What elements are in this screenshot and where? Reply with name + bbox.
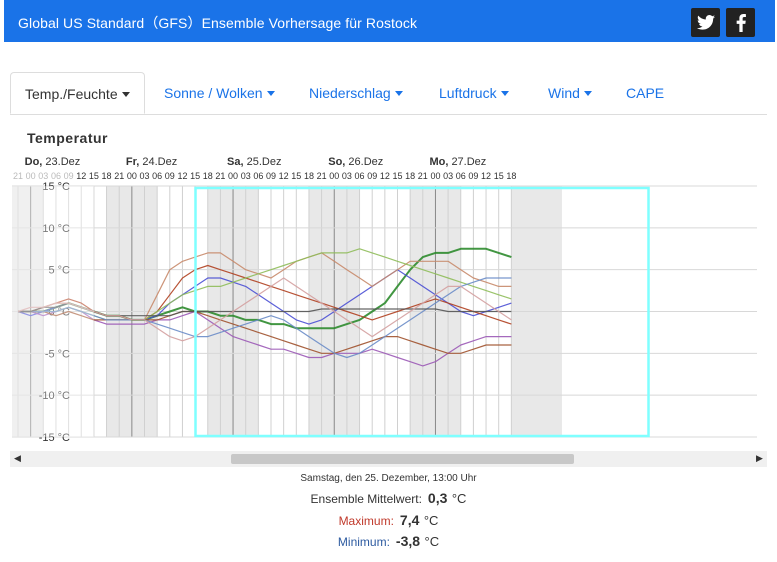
hour-tick-label: 00 (127, 171, 137, 181)
facebook-icon[interactable] (726, 8, 755, 37)
header-bar: Global US Standard（GFS）Ensemble Vorhersa… (4, 0, 775, 42)
selection-window (194, 186, 650, 438)
info-mean-row: Ensemble Mittelwert: 0,3 °C (0, 490, 777, 508)
hour-tick-label: 12 (279, 171, 289, 181)
hour-tick-label: 06 (456, 171, 466, 181)
info-max-row: Maximum: 7,4 °C (0, 512, 777, 530)
hour-tick-label: 03 (38, 171, 48, 181)
hour-tick-label: 09 (64, 171, 74, 181)
tab-cape[interactable]: CAPE (626, 72, 664, 114)
scroll-thumb[interactable] (231, 454, 574, 464)
caret-down-icon (121, 92, 130, 97)
day-label: Mo, 27.Dez (429, 156, 486, 168)
hour-tick-label: 06 (51, 171, 61, 181)
min-label: Minimum: (337, 535, 390, 549)
hour-tick-label: 00 (329, 171, 339, 181)
max-unit: °C (423, 513, 439, 528)
tab-label: Sonne / Wolken (164, 85, 263, 101)
min-value: -3,8 (395, 533, 421, 549)
y-tick-label: 5 °C (48, 265, 70, 277)
hour-tick-label: 15 (392, 171, 402, 181)
tab-label: Luftdruck (439, 85, 497, 101)
tab-label: CAPE (626, 85, 665, 101)
tab-niederschlag[interactable]: Niederschlag (309, 72, 403, 114)
hour-tick-label: 21 (114, 171, 124, 181)
mean-value: 0,3 (427, 490, 448, 506)
hour-tick-label: 03 (139, 171, 149, 181)
info-timestamp: Samstag, den 25. Dezember, 13:00 Uhr (300, 473, 477, 484)
hour-tick-label: 09 (165, 171, 175, 181)
caret-down-icon (583, 91, 592, 96)
hour-tick-label: 09 (367, 171, 377, 181)
caret-down-icon (500, 91, 509, 96)
info-min-row: Minimum: -3,8 °C (0, 533, 777, 551)
hour-tick-label: 15 (89, 171, 99, 181)
hour-tick-label: 03 (342, 171, 352, 181)
tab-label: Wind (548, 85, 580, 101)
hour-tick-label: 15 (494, 171, 504, 181)
hour-tick-label: 15 (190, 171, 200, 181)
hour-tick-label: 12 (380, 171, 390, 181)
ensemble-series-line (17, 277, 512, 342)
hour-tick-label: 06 (355, 171, 365, 181)
temperature-chart[interactable]: 15 °C10 °C5 °C0 °C-5 °C-10 °C-15 °C21 00 0… (0, 150, 777, 450)
y-tick-label: 15 °C (42, 181, 70, 193)
max-label: Maximum: (338, 514, 394, 528)
hour-tick-label: 21 (418, 171, 428, 181)
scroll-left-icon[interactable]: ◀ (14, 453, 21, 463)
y-tick-label: -10 °C (39, 390, 70, 402)
hour-tick-label: 18 (304, 171, 314, 181)
ensemble-series-line (18, 277, 512, 359)
tab-sonne-wolken[interactable]: Sonne / Wolken (164, 72, 275, 114)
hour-tick-label: 06 (152, 171, 162, 181)
past-fade (12, 186, 94, 437)
day-label: Do, 23.Dez (25, 156, 81, 168)
hour-tick-label: 18 (203, 171, 213, 181)
tab-label: Niederschlag (309, 85, 391, 101)
page-title: Global US Standard（GFS）Ensemble Vorhersa… (18, 15, 418, 31)
hour-tick-label: 12 (481, 171, 491, 181)
horizontal-scrollbar[interactable]: ◀ ▶ (10, 451, 767, 467)
tab-label: Temp./Feuchte (25, 86, 118, 102)
min-unit: °C (424, 534, 440, 549)
day-label: Sa, 25.Dez (227, 156, 281, 168)
caret-down-icon (266, 91, 275, 96)
hour-tick-label: 18 (506, 171, 516, 181)
hour-tick-label: 21 (317, 171, 327, 181)
ensemble-series-line (18, 306, 512, 367)
day-label: So, 26.Dez (328, 156, 383, 168)
hour-tick-label: 18 (405, 171, 415, 181)
y-tick-label: -15 °C (39, 432, 70, 444)
hour-tick-label: 03 (443, 171, 453, 181)
mean-unit: °C (451, 491, 467, 506)
hour-tick-label: 21 (13, 171, 23, 181)
scroll-right-icon[interactable]: ▶ (756, 453, 763, 463)
max-value: 7,4 (399, 512, 420, 528)
hour-tick-label: 15 (291, 171, 301, 181)
hour-tick-label: 09 (468, 171, 478, 181)
hour-tick-label: 21 (215, 171, 225, 181)
y-tick-label: -5 °C (45, 348, 70, 360)
tab-temp-feuchte[interactable]: Temp./Feuchte (10, 72, 145, 114)
hour-tick-label: 12 (177, 171, 187, 181)
tab-luftdruck[interactable]: Luftdruck (439, 72, 509, 114)
hour-tick-label: 00 (228, 171, 238, 181)
hour-tick-label: 18 (102, 171, 112, 181)
hour-tick-label: 09 (266, 171, 276, 181)
hour-tick-label: 00 (26, 171, 36, 181)
caret-down-icon (394, 91, 403, 96)
hour-tick-label: 03 (241, 171, 251, 181)
day-label: Fr, 24.Dez (126, 156, 177, 168)
section-title: Temperatur (27, 130, 108, 146)
hour-tick-label: 06 (253, 171, 263, 181)
mean-label: Ensemble Mittelwert: (310, 492, 422, 506)
y-tick-label: 10 °C (42, 223, 70, 235)
tab-bar: Temp./Feuchte Sonne / Wolken Niederschla… (10, 72, 767, 115)
twitter-icon[interactable] (691, 8, 720, 37)
tab-wind[interactable]: Wind (548, 72, 592, 114)
ensemble-series-line (18, 310, 512, 354)
hour-tick-label: 12 (76, 171, 86, 181)
hour-tick-label: 00 (430, 171, 440, 181)
